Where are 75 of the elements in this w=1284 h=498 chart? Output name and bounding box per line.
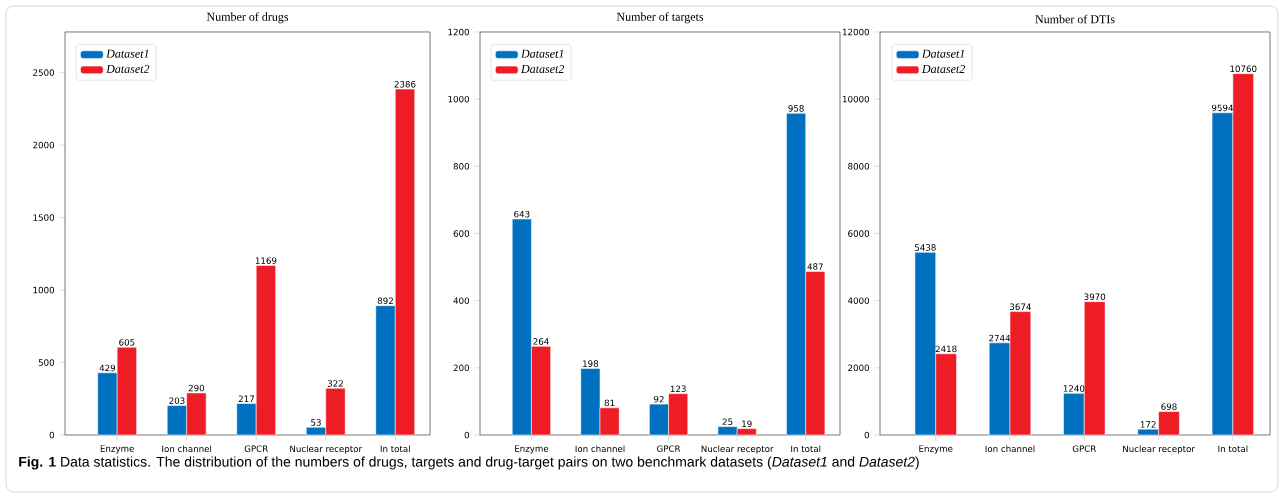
x-tick-label: Enzyme	[919, 445, 953, 454]
y-tick-label: 2000	[33, 141, 55, 149]
x-tick-label: Enzyme	[100, 445, 134, 454]
data-label: 2418	[935, 345, 957, 353]
legend-label: Dataset1	[106, 49, 149, 58]
data-label: 217	[238, 395, 254, 402]
legend-label: Dataset2	[106, 64, 150, 73]
x-tick-label: In total	[1218, 445, 1248, 453]
x-tick-label: Ion channel	[985, 445, 1035, 453]
x-tick-label: Ion channel	[162, 445, 212, 453]
y-tick-label: 1200	[448, 28, 470, 36]
y-tick-label: 1000	[33, 286, 55, 294]
text: Fig. 1 Data statistics. The distribution of the numbers of drugs, targets and drug-target pairs on two benchmark datasets (Dataset1 and Dataset2)	[19, 456, 919, 470]
data-label: 203	[169, 397, 185, 404]
legend-label: Dataset2	[921, 64, 965, 73]
legend-label: Dataset1	[921, 49, 964, 58]
data-label: 892	[377, 297, 393, 305]
data-label: 198	[583, 360, 599, 367]
data-label: 958	[788, 105, 804, 112]
data-label: 264	[533, 338, 549, 345]
data-label: 643	[514, 210, 530, 218]
chart-title: Number of DTIs	[1035, 14, 1115, 24]
data-label: 290	[188, 384, 205, 392]
x-tick-label: Enzyme	[515, 445, 549, 454]
data-label: 1240	[1063, 385, 1085, 392]
data-label: 322	[327, 380, 343, 387]
data-label: 123	[670, 385, 686, 393]
y-tick-label: 2500	[33, 69, 55, 76]
y-tick-label: 0	[864, 431, 870, 439]
y-tick-label: 8000	[848, 163, 870, 170]
x-tick-label: In total	[791, 445, 821, 453]
y-tick-label: 0	[464, 431, 470, 439]
x-tick-label: Nuclear receptor	[701, 445, 774, 454]
data-label: 698	[1161, 403, 1177, 410]
y-tick-label: 1500	[33, 214, 55, 221]
data-label: 3970	[1084, 293, 1106, 301]
data-label: 2744	[989, 334, 1011, 342]
y-tick-label: 200	[453, 364, 470, 372]
x-tick-label: GPCR	[244, 445, 268, 452]
x-tick-label: In total	[380, 445, 410, 453]
data-label: 81	[604, 399, 615, 407]
y-tick-label: 12000	[842, 28, 870, 36]
y-tick-label: 500	[38, 359, 55, 366]
data-label: 3674	[1010, 303, 1031, 310]
x-tick-label: Ion channel	[575, 445, 625, 453]
y-tick-label: 400	[453, 297, 470, 304]
data-label: 10760	[1230, 65, 1257, 73]
x-tick-label: Nuclear receptor	[290, 445, 363, 454]
data-label: 487	[807, 263, 823, 270]
data-label: 172	[1140, 421, 1156, 428]
data-label: 19	[742, 420, 752, 428]
data-label: 25	[722, 418, 733, 425]
y-tick-label: 800	[453, 163, 470, 170]
data-label: 1169	[255, 257, 277, 264]
y-tick-label: 600	[453, 230, 470, 237]
y-tick-label: 4000	[847, 297, 870, 304]
data-label: 53	[311, 419, 321, 426]
y-tick-label: 1000	[448, 95, 470, 103]
x-tick-label: GPCR	[1072, 445, 1097, 452]
y-tick-label: 6000	[848, 230, 870, 237]
chart-title: Number of drugs	[206, 12, 289, 24]
x-tick-label: GPCR	[657, 445, 681, 452]
data-label: 2386	[394, 80, 416, 88]
legend-label: Dataset2	[520, 64, 565, 73]
legend-label: Dataset1	[520, 49, 564, 58]
data-label: 429	[99, 364, 116, 372]
data-label: 605	[119, 339, 135, 346]
data-label: 92	[654, 395, 664, 403]
data-label: 9594	[1211, 104, 1233, 112]
y-tick-label: 2000	[848, 364, 870, 372]
y-tick-label: 0	[49, 431, 55, 439]
y-tick-label: 10000	[842, 95, 870, 103]
chart-title: Number of targets	[616, 12, 704, 24]
x-tick-label: Nuclear receptor	[1123, 445, 1195, 454]
data-label: 5438	[914, 244, 936, 251]
